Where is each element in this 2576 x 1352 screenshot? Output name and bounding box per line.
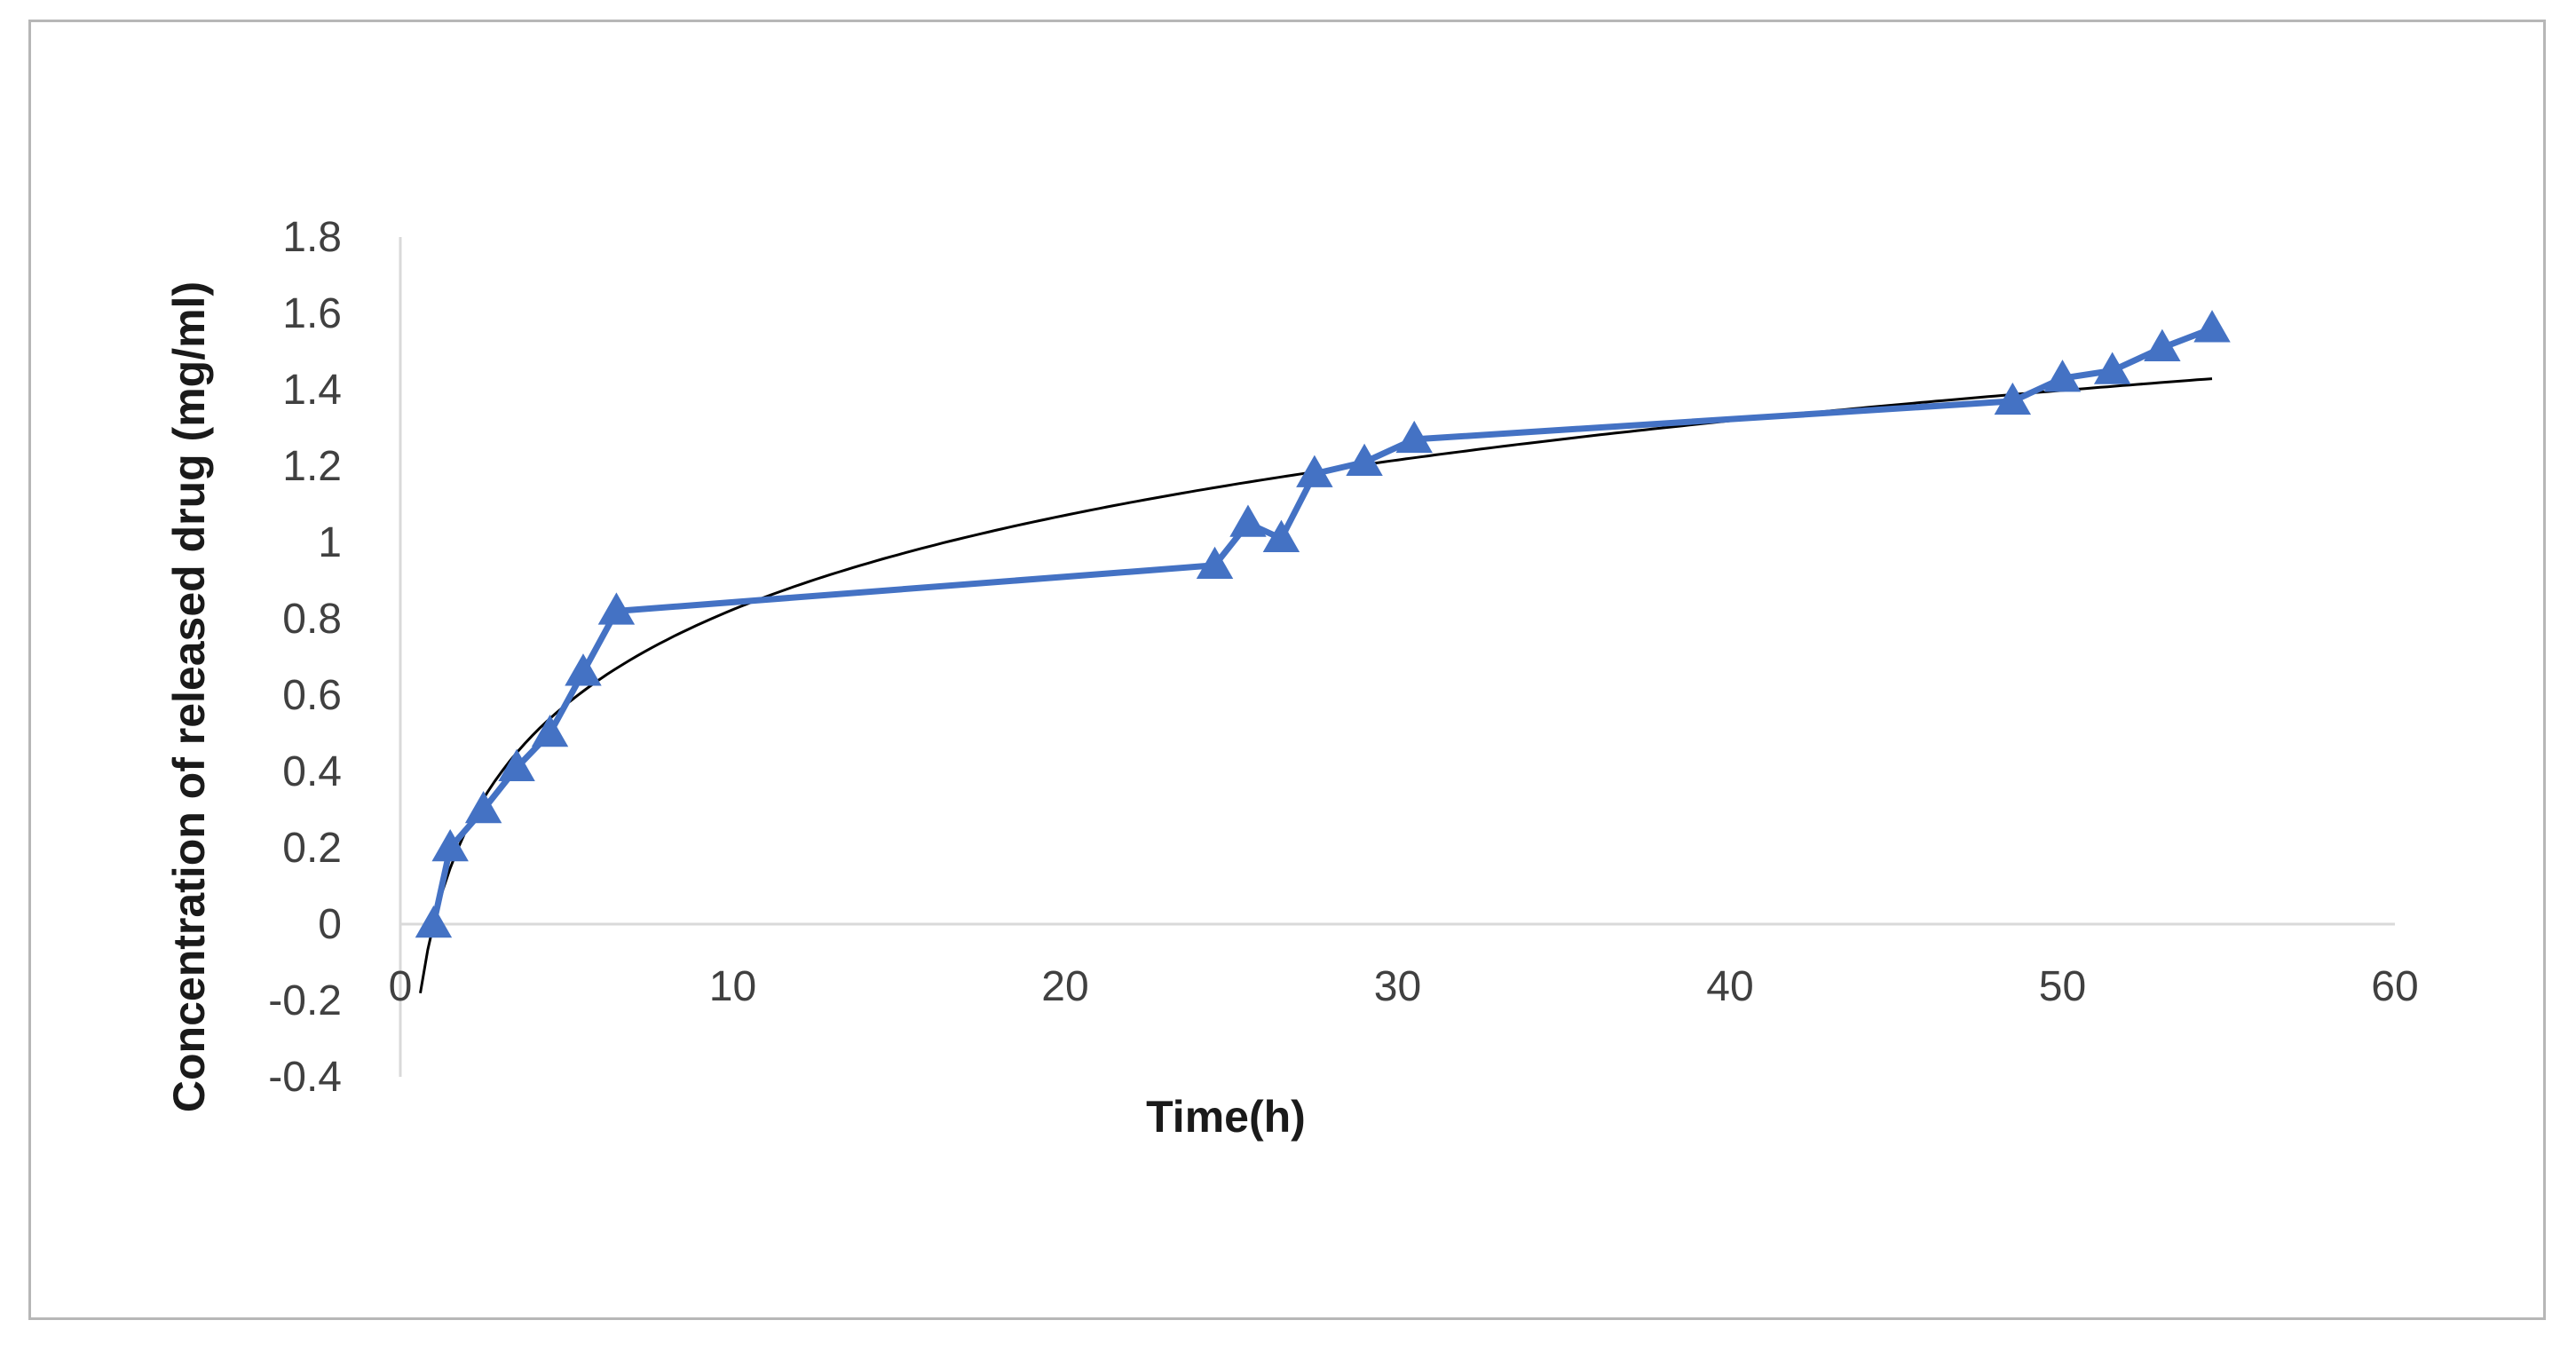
y-tick-label: 0.2 — [282, 825, 342, 872]
data-point-marker — [415, 905, 453, 938]
data-point-marker — [2043, 360, 2082, 392]
data-point-marker — [464, 790, 502, 824]
data-point-marker — [1994, 382, 2032, 415]
x-tick-label: 0 — [389, 963, 413, 1010]
data-point-marker — [498, 748, 535, 781]
y-tick-label: 1.6 — [282, 290, 342, 337]
x-tick-label: 50 — [2039, 963, 2086, 1010]
data-point-marker — [531, 714, 569, 747]
data-point-marker — [2193, 310, 2231, 343]
chart-frame: 1.8 1.6 1.4 1.2 1 0.8 0.6 0.4 0.2 0 -0.2 -0.4 0 10 20… — [28, 20, 2546, 1320]
y-tick-label: 1.2 — [282, 443, 342, 490]
x-tick-label: 30 — [1374, 963, 1421, 1010]
y-tick-labels: 1.8 1.6 1.4 1.2 1 0.8 0.6 0.4 0.2 0 -0.2 -0.4 — [268, 214, 342, 1101]
x-tick-label: 60 — [2371, 963, 2418, 1010]
y-tick-label: -0.2 — [268, 977, 342, 1024]
x-tick-label: 40 — [1706, 963, 1753, 1010]
data-point-marker — [2093, 352, 2131, 384]
series-line — [430, 325, 2216, 928]
data-point-marker — [431, 828, 469, 862]
data-point-marker — [1346, 443, 1383, 476]
x-tick-label: 20 — [1041, 963, 1088, 1010]
x-tick-label: 10 — [709, 963, 756, 1010]
data-point-marker — [1395, 420, 1433, 454]
data-point-marker — [565, 653, 602, 686]
y-axis-title: Concentration of released drug (mg/ml) — [164, 281, 214, 1112]
y-tick-label: 1.4 — [282, 367, 342, 414]
data-point-marker — [2144, 328, 2181, 361]
data-point-marker — [597, 592, 636, 625]
axes — [399, 237, 2395, 1077]
y-tick-label: 1.8 — [282, 214, 342, 261]
line-chart: 1.8 1.6 1.4 1.2 1 0.8 0.6 0.4 0.2 0 -0.2 -0.4 0 10 20… — [164, 214, 2419, 1142]
data-point-marker — [1229, 504, 1267, 537]
y-tick-label: -0.4 — [268, 1054, 342, 1101]
y-tick-label: 0.6 — [282, 672, 342, 719]
y-tick-label: 0.4 — [282, 748, 342, 795]
y-tick-label: 0 — [318, 901, 342, 948]
data-point-marker — [1262, 519, 1300, 552]
data-point-marker — [1196, 546, 1234, 580]
data-point-marker — [1296, 455, 1333, 487]
y-tick-label: 1 — [318, 519, 342, 566]
y-tick-label: 0.8 — [282, 596, 342, 643]
series-markers — [415, 310, 2231, 938]
x-axis-title: Time(h) — [1146, 1092, 1306, 1142]
x-tick-labels: 0 10 20 30 40 50 60 — [389, 963, 2419, 1010]
